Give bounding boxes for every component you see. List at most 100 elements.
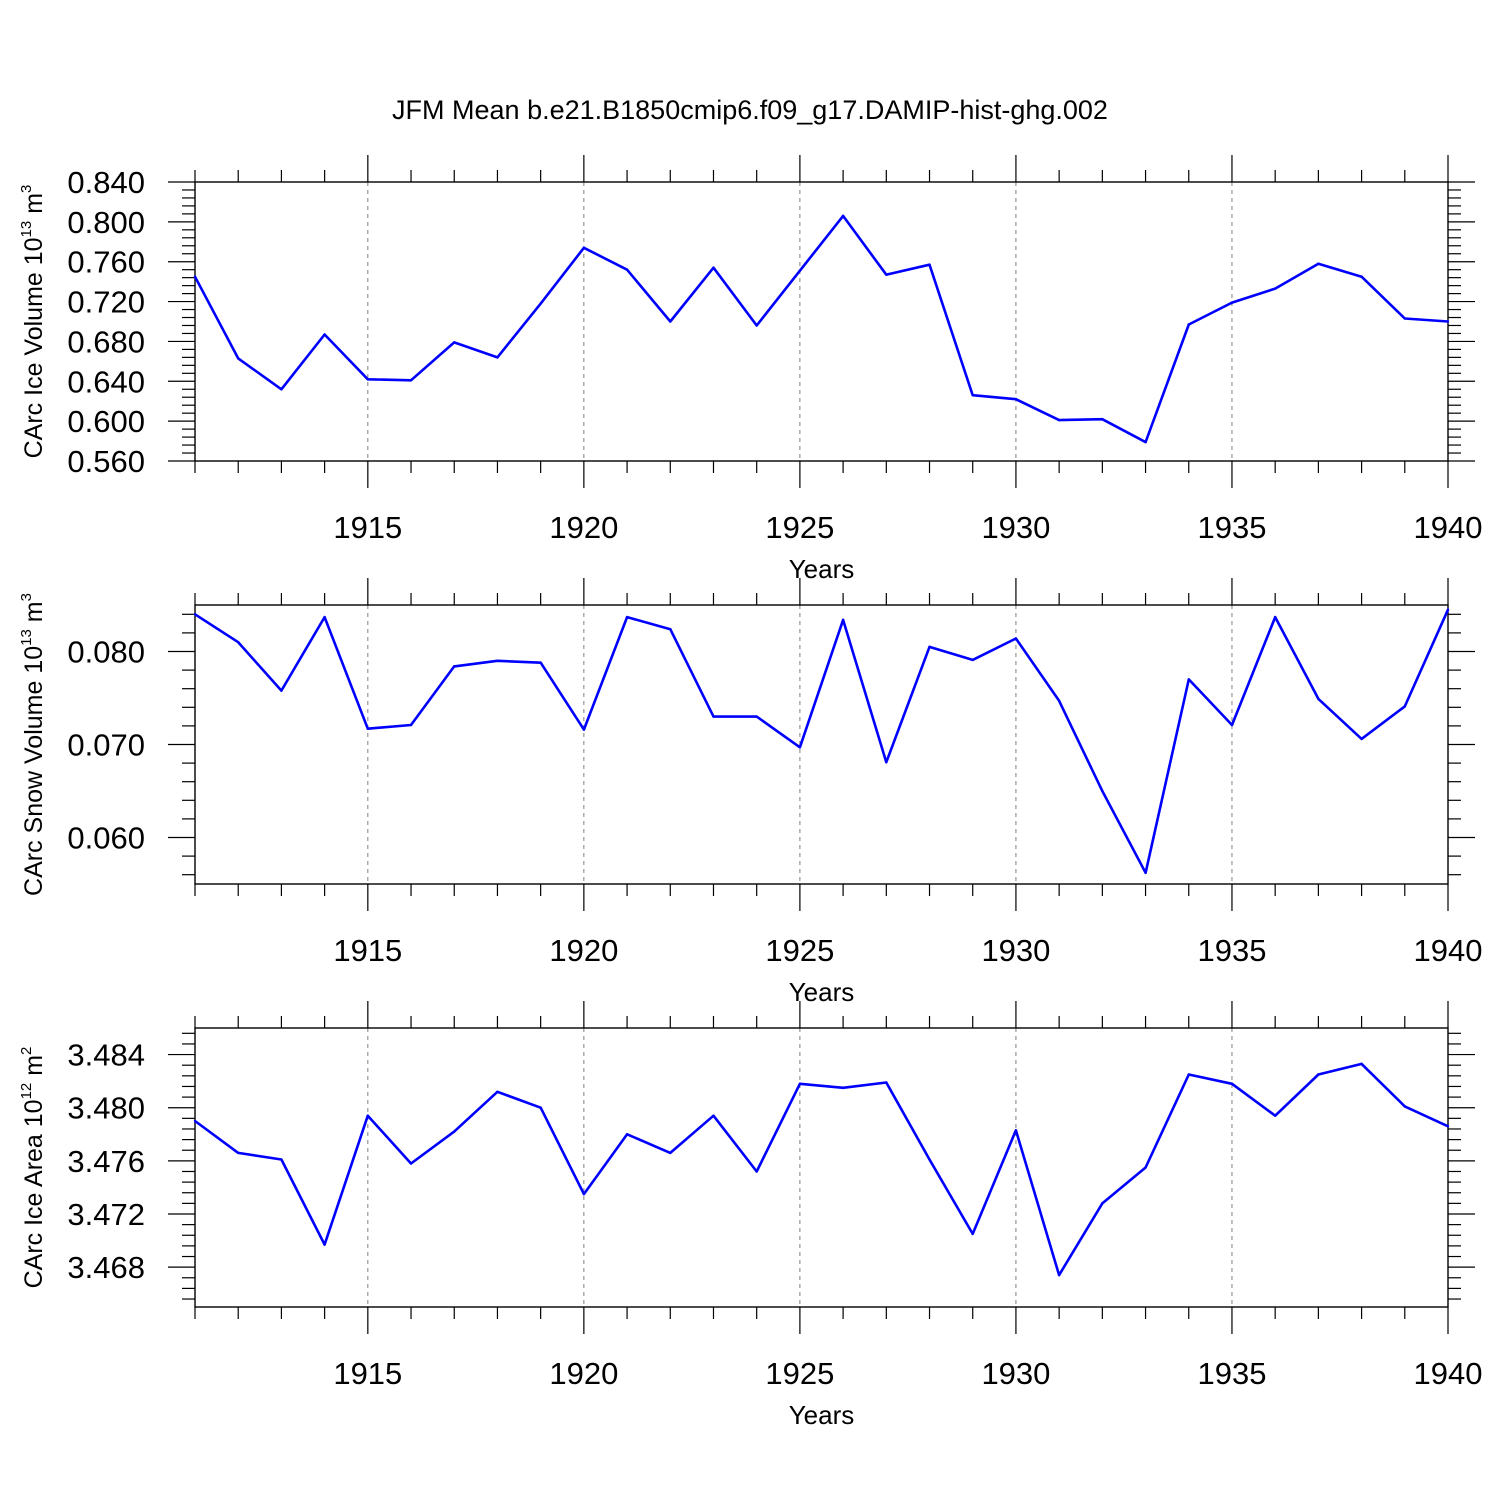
- data-point: [453, 1130, 456, 1133]
- data-point: [928, 263, 931, 266]
- x-tick-label: 1930: [981, 510, 1050, 545]
- data-point: [1014, 398, 1018, 401]
- data-point: [1101, 789, 1104, 793]
- data-point: [841, 1086, 845, 1089]
- data-point: [496, 659, 499, 662]
- data-point: [1446, 608, 1450, 611]
- data-point: [1403, 705, 1406, 708]
- data-point: [798, 746, 802, 749]
- x-tick-label: 1925: [765, 1356, 834, 1391]
- y-tick-label: 3.484: [67, 1038, 145, 1073]
- data-point: [1360, 275, 1363, 278]
- data-point: [1273, 615, 1277, 619]
- x-tick-label: 1920: [549, 933, 618, 968]
- data-point: [1230, 723, 1234, 727]
- y-tick-label: 0.760: [67, 245, 145, 280]
- data-point: [755, 324, 758, 327]
- y-axis-label-unit-exponent: 3: [18, 593, 35, 601]
- y-tick-label: 3.476: [67, 1144, 145, 1179]
- data-point: [193, 1119, 197, 1123]
- data-point: [1317, 262, 1320, 265]
- data-point: [453, 665, 456, 668]
- y-axis-label: CArc Ice Area 1012 m2: [18, 1047, 48, 1289]
- data-point: [1014, 1129, 1018, 1132]
- data-point: [237, 1151, 240, 1155]
- data-point: [712, 266, 715, 269]
- data-point: [409, 379, 413, 382]
- y-tick-label: 0.680: [67, 324, 145, 359]
- data-point: [539, 661, 542, 664]
- data-point: [280, 689, 283, 692]
- data-point: [237, 357, 240, 360]
- x-tick-label: 1925: [765, 510, 834, 545]
- y-axis-label-text: CArc Ice Area 10: [20, 1099, 48, 1288]
- panel-3: 3.468 3.472 3.476 3.480 3.484 1915 1920 1925 193…: [18, 1001, 1482, 1430]
- y-tick-label: 0.840: [67, 165, 145, 200]
- y-tick-label: 3.468: [67, 1250, 145, 1285]
- plot-frame: [194, 1027, 1449, 1308]
- y-axis-label-unit: m: [20, 601, 48, 629]
- data-point: [625, 615, 629, 619]
- data-point: [193, 275, 197, 278]
- data-point: [193, 613, 197, 616]
- x-tick-label: 1925: [765, 933, 834, 968]
- data-point: [366, 1114, 370, 1117]
- data-point: [539, 302, 542, 305]
- x-axis-label: Years: [789, 977, 855, 1007]
- y-axis-label-unit: m: [20, 1055, 48, 1083]
- data-point: [582, 728, 586, 731]
- data-point: [971, 658, 974, 662]
- data-point: [366, 727, 370, 730]
- x-tick-label: 1920: [549, 510, 618, 545]
- y-tick-label: 3.472: [67, 1197, 145, 1232]
- y-tick-label: 0.080: [67, 635, 145, 670]
- data-point: [1403, 317, 1406, 320]
- data-point: [669, 1151, 672, 1155]
- data-point: [755, 1170, 758, 1173]
- data-point: [323, 615, 326, 619]
- data-point: [582, 246, 586, 249]
- x-tick-label: 1915: [333, 933, 402, 968]
- data-point: [539, 1106, 542, 1109]
- y-axis-label-exponent: 12: [18, 1083, 35, 1100]
- data-point: [712, 1114, 715, 1117]
- y-axis-label: CArc Ice Volume 1013 m3: [18, 185, 48, 459]
- data-point: [928, 1158, 931, 1161]
- data-point: [409, 1162, 413, 1165]
- data-point: [1144, 1166, 1147, 1169]
- y-tick-label: 0.560: [67, 444, 145, 479]
- data-point: [928, 645, 931, 649]
- data-point: [1187, 1073, 1190, 1076]
- data-point: [1230, 1082, 1234, 1086]
- data-point: [366, 378, 370, 381]
- data-point: [971, 1232, 974, 1236]
- chart-panels: 0.560 0.600 0.640 0.680 0.720 0.760 0.800 0.840…: [18, 155, 1482, 1430]
- data-point: [323, 1243, 326, 1246]
- data-point: [841, 618, 845, 622]
- y-tick-label: 0.070: [67, 728, 145, 763]
- x-tick-label: 1930: [981, 1356, 1050, 1391]
- data-point: [1144, 440, 1147, 444]
- data-point: [625, 268, 629, 271]
- y-tick-label: 3.480: [67, 1091, 145, 1126]
- data-point: [1187, 323, 1190, 326]
- y-tick-label: 0.060: [67, 821, 145, 856]
- data-point: [1273, 1114, 1277, 1117]
- data-point: [1057, 699, 1061, 702]
- data-point: [280, 388, 283, 391]
- x-tick-label: 1920: [549, 1356, 618, 1391]
- data-point: [1230, 301, 1234, 304]
- x-tick-label: 1940: [1414, 933, 1483, 968]
- data-point: [1317, 1073, 1320, 1076]
- data-point: [1101, 417, 1104, 421]
- data-point: [409, 723, 413, 727]
- y-axis-label-unit-exponent: 3: [18, 185, 35, 193]
- data-point: [1403, 1105, 1406, 1108]
- x-axis-label: Years: [789, 1400, 855, 1430]
- x-tick-label: 1935: [1197, 933, 1266, 968]
- data-point: [1273, 287, 1277, 290]
- data-point: [1360, 1062, 1363, 1066]
- data-point: [798, 1082, 802, 1086]
- data-point: [755, 715, 758, 718]
